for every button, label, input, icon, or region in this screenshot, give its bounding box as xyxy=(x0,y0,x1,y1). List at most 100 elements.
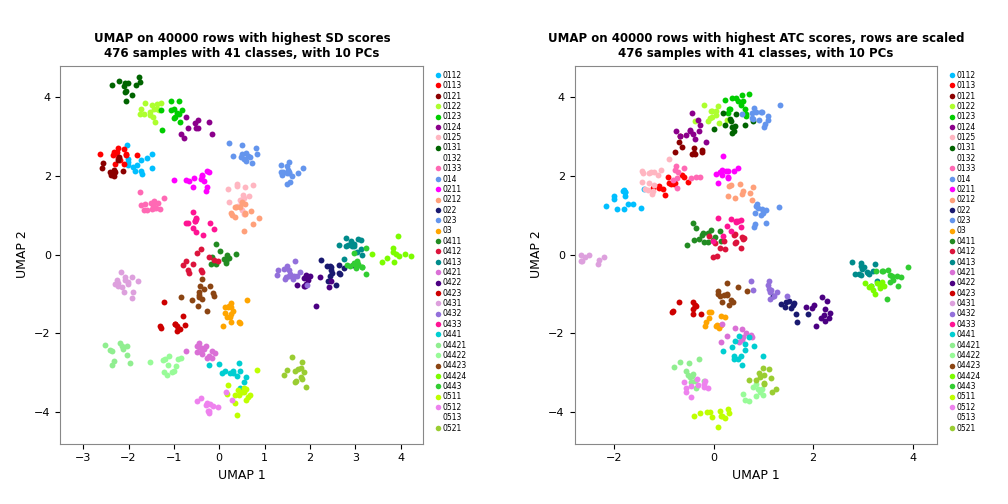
Point xyxy=(173,292,190,300)
Point xyxy=(133,156,149,164)
Point xyxy=(293,358,309,366)
Point xyxy=(677,132,694,140)
Point xyxy=(560,260,577,268)
Point xyxy=(275,371,291,379)
Point xyxy=(882,271,898,279)
Point xyxy=(279,166,295,174)
Point xyxy=(312,257,329,265)
Point xyxy=(195,350,211,358)
Point xyxy=(606,195,622,203)
Point xyxy=(374,258,390,266)
Point xyxy=(761,364,777,372)
Point xyxy=(193,348,209,356)
Point xyxy=(290,364,306,372)
Point xyxy=(285,275,301,283)
Point xyxy=(734,337,750,345)
Point xyxy=(184,295,201,303)
Point xyxy=(637,185,653,193)
Point xyxy=(731,354,747,362)
Point xyxy=(673,143,689,151)
Point xyxy=(220,390,236,398)
Point xyxy=(735,360,751,368)
Point xyxy=(231,391,247,399)
Point xyxy=(771,204,787,212)
Point xyxy=(784,301,800,309)
Point xyxy=(728,237,744,245)
Point xyxy=(206,292,222,300)
Point xyxy=(240,393,256,401)
Point xyxy=(152,99,168,107)
Point xyxy=(282,270,298,278)
Point xyxy=(721,405,737,413)
Point xyxy=(667,166,683,174)
Point xyxy=(876,282,892,290)
Point xyxy=(188,124,205,132)
Point xyxy=(150,199,166,207)
Point xyxy=(105,151,121,159)
Point xyxy=(749,200,765,208)
Point xyxy=(146,105,162,113)
Point xyxy=(294,164,310,172)
Point xyxy=(691,128,708,136)
Point xyxy=(199,167,215,175)
Point xyxy=(737,346,753,354)
Point xyxy=(723,296,739,304)
Point xyxy=(281,273,297,281)
Point xyxy=(816,304,833,312)
Point xyxy=(741,334,757,342)
Point xyxy=(867,290,883,298)
Point xyxy=(220,302,236,310)
Point xyxy=(388,250,404,259)
Point xyxy=(633,204,649,212)
Point xyxy=(694,230,710,238)
Point xyxy=(779,292,795,300)
Point xyxy=(874,267,890,275)
Point xyxy=(163,97,179,105)
Point xyxy=(143,199,159,207)
Point xyxy=(688,385,705,393)
Point xyxy=(663,308,679,317)
Point xyxy=(135,110,151,118)
Point xyxy=(665,176,681,184)
Point xyxy=(238,386,254,394)
Point xyxy=(706,237,722,245)
Point xyxy=(745,183,761,191)
Point xyxy=(729,217,745,225)
Point xyxy=(715,298,731,306)
Point xyxy=(678,366,695,374)
Point xyxy=(765,292,781,300)
Point xyxy=(144,205,160,213)
Point xyxy=(199,354,215,362)
Point xyxy=(700,384,716,392)
Point xyxy=(720,173,736,181)
Point xyxy=(744,196,760,204)
Point xyxy=(768,385,784,393)
Point xyxy=(640,186,656,194)
Point xyxy=(218,257,234,265)
Point xyxy=(202,361,218,369)
Point xyxy=(866,267,882,275)
Point xyxy=(320,277,336,285)
Point xyxy=(724,94,740,102)
Point xyxy=(286,257,302,265)
Point xyxy=(679,178,696,186)
Point xyxy=(108,149,124,157)
Point xyxy=(205,289,221,297)
Point xyxy=(715,152,731,160)
Point xyxy=(107,280,123,288)
Point xyxy=(173,106,190,114)
Point xyxy=(698,139,714,147)
Point xyxy=(889,272,905,280)
Point xyxy=(692,310,709,318)
Point xyxy=(280,266,296,274)
Point xyxy=(204,354,220,362)
Point xyxy=(287,367,303,375)
Point xyxy=(712,325,728,333)
Point xyxy=(137,99,153,107)
Point xyxy=(278,273,294,281)
Point xyxy=(191,291,207,299)
Point xyxy=(124,294,140,302)
Point xyxy=(118,87,134,95)
Point xyxy=(745,115,761,123)
Point xyxy=(756,371,772,380)
